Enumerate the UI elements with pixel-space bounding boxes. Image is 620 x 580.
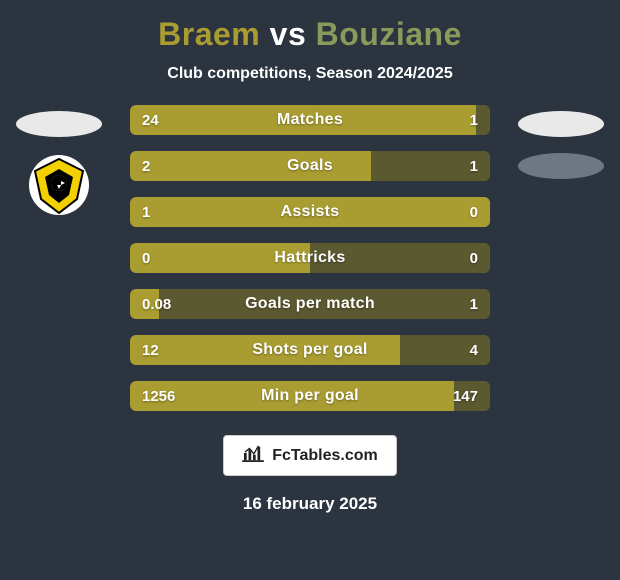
stat-value-left: 2	[130, 151, 162, 181]
player1-name: Braem	[158, 16, 260, 52]
stat-value-left: 12	[130, 335, 171, 365]
player2-ellipse-1-icon	[518, 111, 604, 137]
stat-label: Matches	[130, 105, 490, 135]
stat-bars: Matches241Goals21Assists10Hattricks00Goa…	[130, 105, 490, 427]
brand-badge[interactable]: FcTables.com	[223, 435, 397, 476]
player2-ellipse-2-icon	[518, 153, 604, 179]
stat-value-left: 1256	[130, 381, 187, 411]
stat-row: Shots per goal12 4	[130, 335, 490, 365]
stat-value-right: 1	[458, 105, 490, 135]
player1-badges	[14, 111, 104, 217]
stat-value-right: 4	[458, 335, 490, 365]
player2-badges	[516, 111, 606, 195]
stat-value-right: 147	[441, 381, 490, 411]
chart-icon	[242, 444, 264, 467]
player1-ellipse-icon	[16, 111, 102, 137]
stat-value-right: 0	[458, 243, 490, 273]
stat-value-left: 0.08	[130, 289, 183, 319]
player2-name: Bouziane	[316, 16, 462, 52]
stat-value-left: 0	[130, 243, 162, 273]
stat-label: Goals	[130, 151, 490, 181]
stat-row: Goals per match0.08 1	[130, 289, 490, 319]
subtitle: Club competitions, Season 2024/2025	[0, 65, 620, 83]
page-title: Braem vs Bouziane	[0, 16, 620, 53]
stat-label: Shots per goal	[130, 335, 490, 365]
stat-label: Hattricks	[130, 243, 490, 273]
vs-text: vs	[270, 16, 307, 52]
stat-row: Assists1 0	[130, 197, 490, 227]
stat-value-left: 1	[130, 197, 162, 227]
stat-value-right: 1	[458, 151, 490, 181]
stat-value-right: 0	[458, 197, 490, 227]
stat-row: Hattricks0 0	[130, 243, 490, 273]
stat-value-right: 1	[458, 289, 490, 319]
stat-row: Matches24 1	[130, 105, 490, 135]
date-text: 16 february 2025	[0, 494, 620, 514]
stat-value-left: 24	[130, 105, 171, 135]
chart-area: Matches241Goals21Assists10Hattricks00Goa…	[0, 101, 620, 421]
brand-text: FcTables.com	[272, 447, 378, 465]
stat-row: Goals2 1	[130, 151, 490, 181]
comparison-infographic: Braem vs Bouziane Club competitions, Sea…	[0, 0, 620, 580]
stat-label: Goals per match	[130, 289, 490, 319]
stat-row: Min per goal1256147	[130, 381, 490, 411]
player1-club-crest-icon	[27, 153, 91, 217]
stat-label: Assists	[130, 197, 490, 227]
